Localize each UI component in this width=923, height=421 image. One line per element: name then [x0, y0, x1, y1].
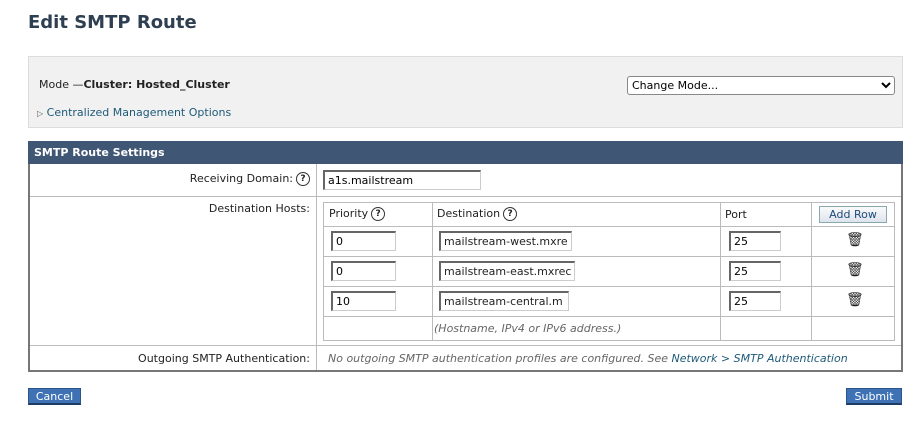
port-header: Port — [725, 208, 747, 221]
help-icon[interactable]: ? — [296, 172, 310, 186]
destination-input[interactable]: mailstream-central.m — [439, 291, 569, 311]
divider — [30, 345, 901, 346]
trash-icon[interactable]: 🗑 — [846, 232, 864, 248]
port-input[interactable] — [729, 261, 781, 281]
trash-icon[interactable]: 🗑 — [846, 292, 864, 308]
cancel-button[interactable]: Cancel — [28, 388, 81, 405]
priority-input[interactable] — [331, 231, 396, 251]
destination-hint: (Hostname, IPv4 or IPv6 address.) — [434, 322, 622, 335]
smtp-authentication-link[interactable]: Network > SMTP Authentication — [671, 352, 848, 365]
priority-header: Priority? — [329, 207, 386, 221]
add-row-button[interactable]: Add Row — [819, 206, 887, 223]
port-input[interactable] — [729, 231, 781, 251]
submit-button[interactable]: Submit — [846, 388, 902, 405]
divider — [811, 202, 812, 341]
priority-input[interactable] — [331, 291, 396, 311]
port-input[interactable] — [729, 291, 781, 311]
centralized-management-toggle[interactable]: ▷ Centralized Management Options — [37, 106, 232, 119]
divider — [323, 286, 895, 287]
table-header: SMTP Route Settings — [28, 141, 903, 164]
page-title: Edit SMTP Route — [28, 12, 197, 33]
divider — [720, 202, 721, 341]
help-icon[interactable]: ? — [503, 207, 518, 221]
mode-value: Cluster: Hosted_Cluster — [83, 78, 230, 91]
divider — [323, 226, 895, 227]
divider — [432, 202, 433, 341]
divider — [323, 316, 895, 317]
change-mode-select[interactable]: Change Mode... — [627, 76, 895, 95]
help-icon[interactable]: ? — [371, 207, 386, 221]
destination-header: Destination? — [437, 207, 518, 221]
mode-line: Mode —Cluster: Hosted_Cluster — [39, 78, 230, 91]
divider — [316, 164, 317, 370]
receiving-domain-label: Receiving Domain:? — [30, 172, 310, 186]
destination-hosts-table — [323, 202, 895, 341]
destination-hosts-label: Destination Hosts: — [208, 202, 310, 215]
outgoing-auth-text: No outgoing SMTP authentication profiles… — [328, 352, 848, 365]
receiving-domain-input[interactable] — [323, 170, 481, 190]
outgoing-auth-label: Outgoing SMTP Authentication: — [138, 352, 310, 365]
smtp-route-settings-table — [28, 141, 903, 372]
destination-input[interactable]: mailstream-east.mxrec — [439, 261, 576, 281]
trash-icon[interactable]: 🗑 — [846, 262, 864, 278]
priority-input[interactable] — [331, 261, 396, 281]
triangle-right-icon: ▷ — [37, 109, 44, 118]
destination-input[interactable]: mailstream-west.mxre — [439, 231, 572, 251]
divider — [323, 256, 895, 257]
divider — [30, 196, 901, 197]
